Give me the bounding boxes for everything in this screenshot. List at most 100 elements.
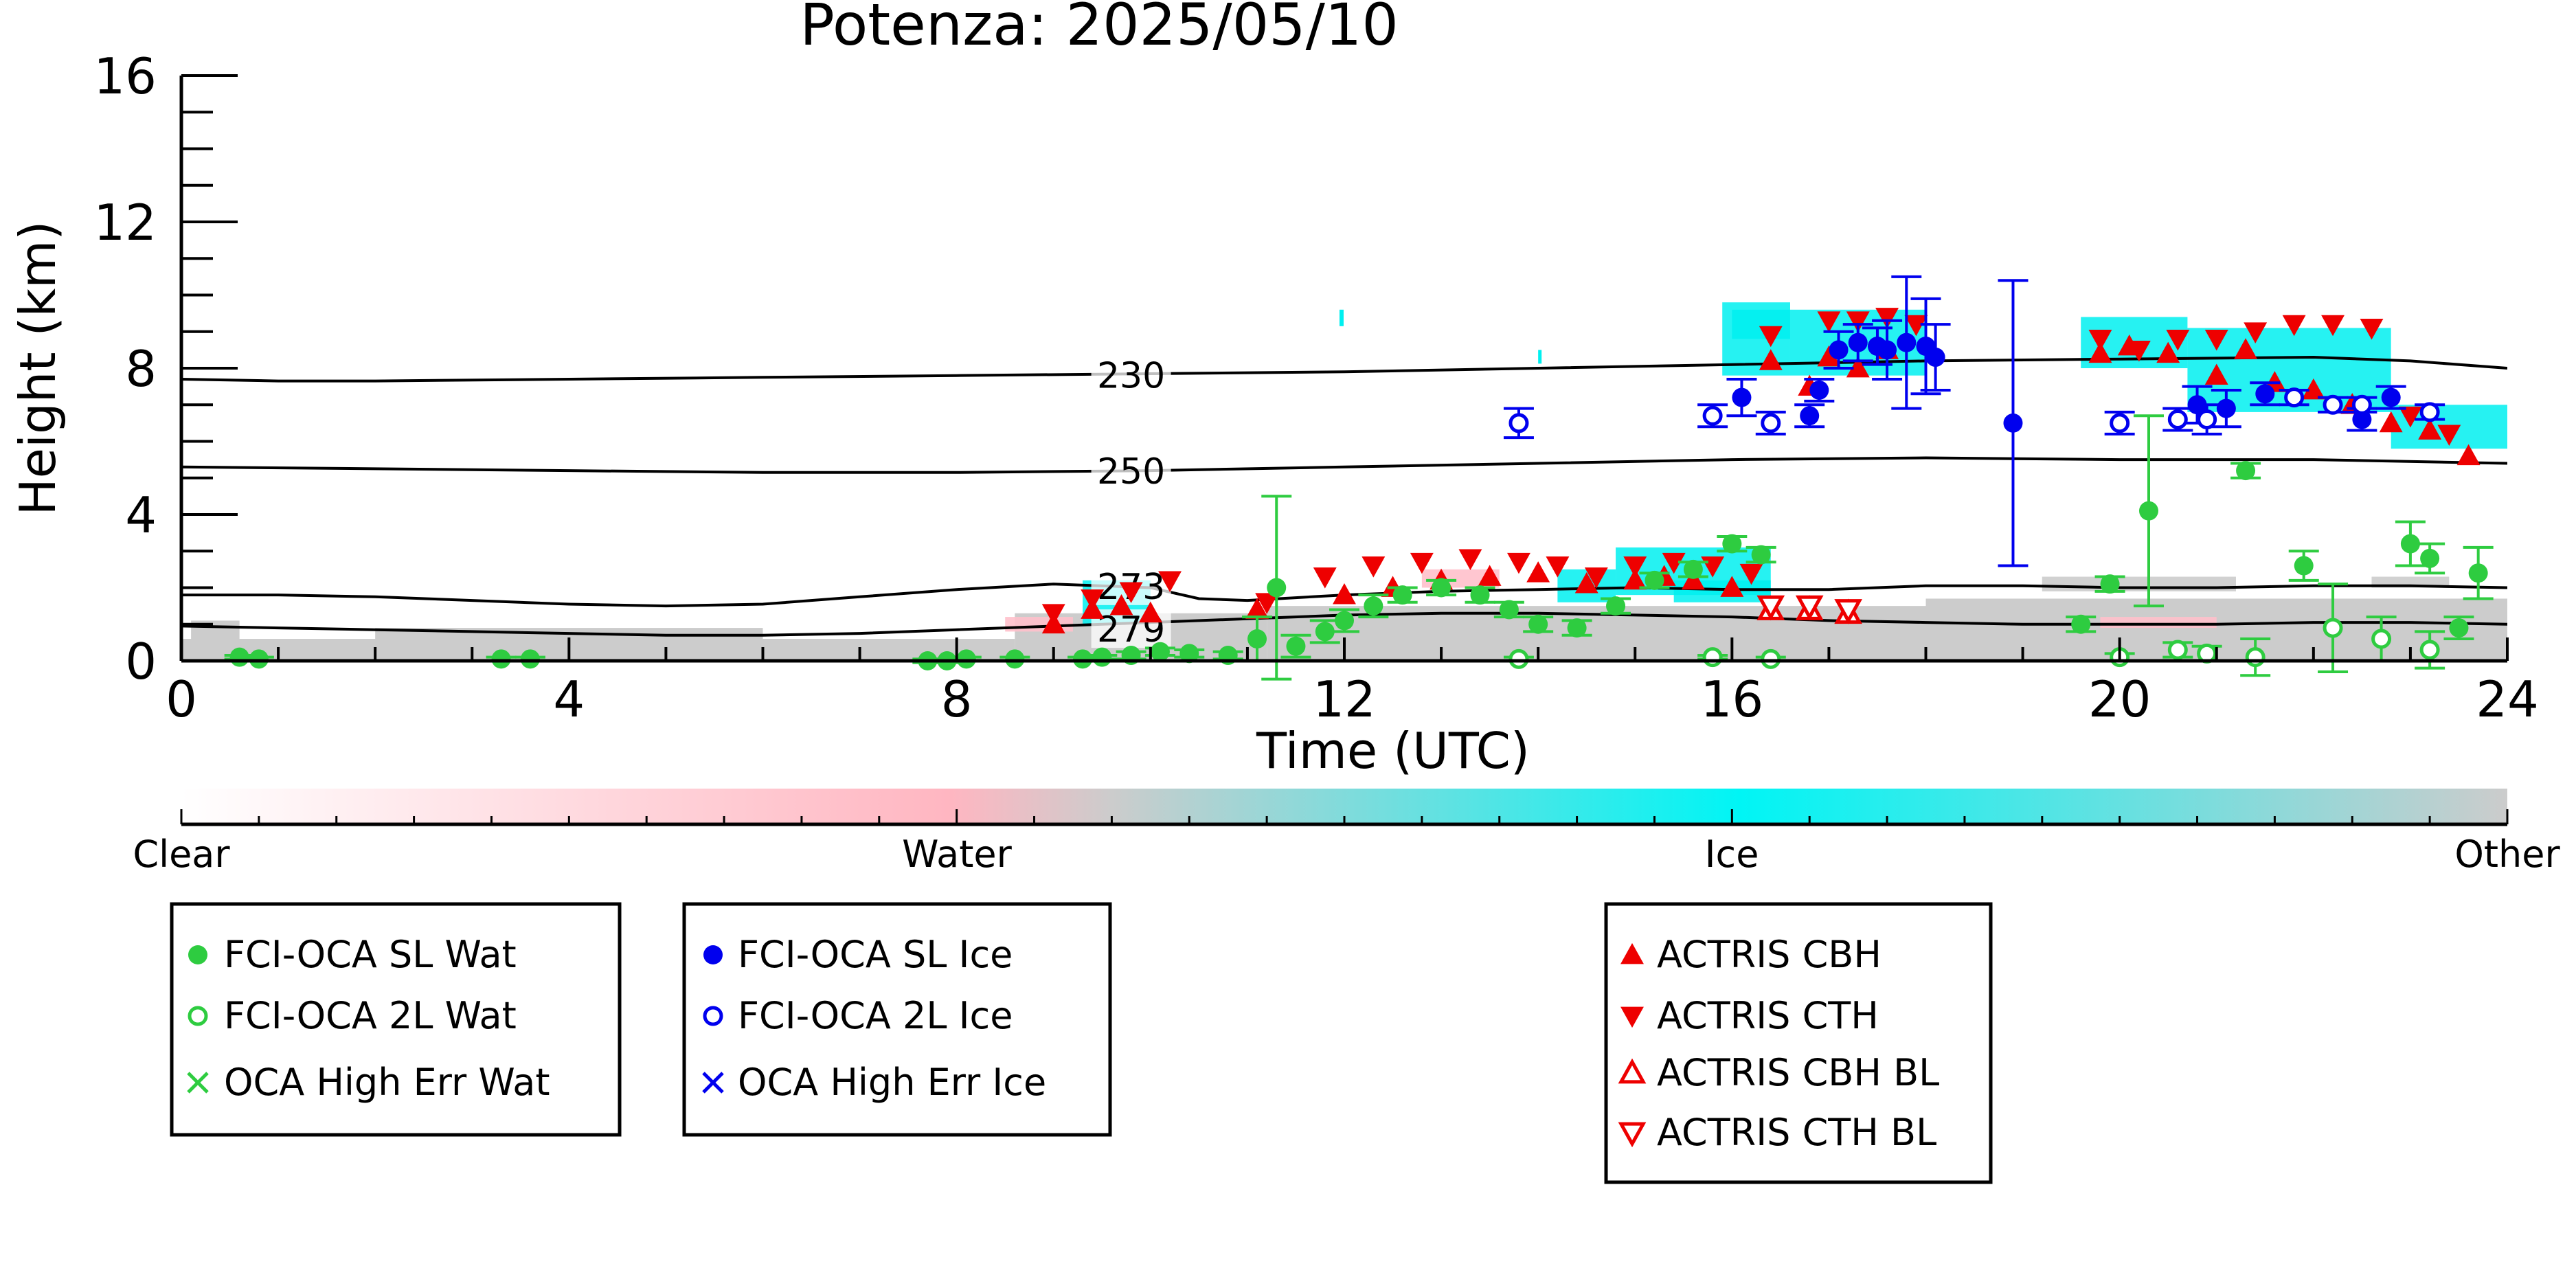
data-point: [2255, 384, 2275, 404]
isotherm-label: 230: [1097, 356, 1165, 397]
legend-markers: [187, 942, 1647, 1148]
data-point: [2449, 618, 2469, 638]
curtain-patch: [1538, 350, 1542, 364]
data-point: [1702, 405, 1723, 426]
data-point: [2245, 647, 2266, 668]
legend-label: ACTRIS CBH BL: [1657, 1051, 1939, 1094]
data-point: [1795, 595, 1824, 621]
data-point: [520, 649, 540, 669]
colorbar: Clear Water Ice Other: [133, 789, 2560, 876]
data-point: [1761, 413, 1781, 433]
data-point: [2351, 394, 2372, 415]
data-point: [2234, 338, 2258, 359]
data-point: [1848, 332, 1868, 352]
data-point: [2371, 629, 2392, 649]
x-tick-label: 24: [2476, 670, 2539, 728]
data-point: [1507, 552, 1530, 574]
data-point: [1817, 311, 1841, 332]
legend-marker: [1618, 1122, 1647, 1148]
y-axis-label: Height (km): [9, 221, 67, 516]
data-point: [2398, 406, 2422, 428]
legend-box: [1604, 902, 1993, 1184]
isotherm-label: 250: [1097, 451, 1165, 493]
data-point: [2156, 341, 2180, 363]
y-tick-label: 0: [125, 633, 157, 690]
data-point: [1623, 556, 1647, 578]
legend-label: FCI-OCA SL Wat: [224, 933, 517, 976]
data-point: [1681, 568, 1705, 590]
series-fci-oca-sl-ice: [1726, 275, 2406, 567]
data-point: [1081, 589, 1105, 611]
data-marks: [224, 275, 2494, 681]
colorbar-ticks: [180, 809, 2509, 824]
legend-marker: [188, 945, 207, 964]
data-point: [1509, 413, 1529, 433]
data-point: [1247, 629, 1267, 649]
data-point: [2216, 398, 2236, 418]
legend-label: FCI-OCA 2L Wat: [224, 994, 517, 1037]
legend-marker: [1618, 1058, 1647, 1084]
data-point: [1877, 340, 1897, 360]
data-point: [249, 649, 269, 669]
data-point: [1732, 387, 1752, 407]
data-point: [2127, 340, 2151, 362]
isotherm-line: [181, 456, 2507, 474]
data-point: [1925, 348, 1945, 368]
data-point: [2003, 413, 2023, 433]
data-point: [2088, 341, 2112, 363]
legend-marker: [703, 1006, 723, 1026]
data-point: [2437, 425, 2461, 446]
data-point: [1722, 534, 1742, 554]
legend-label: ACTRIS CBH: [1657, 933, 1882, 976]
data-point: [2244, 322, 2268, 343]
legend-marker: [703, 945, 723, 964]
data-point: [2400, 534, 2420, 554]
data-point: [1158, 571, 1182, 592]
legend-label: ACTRIS CTH BL: [1657, 1111, 1936, 1154]
data-point: [2323, 618, 2343, 638]
legend-label: FCI-OCA SL Ice: [738, 933, 1013, 976]
data-point: [1335, 611, 1354, 631]
data-point: [2236, 461, 2256, 481]
data-point: [1499, 600, 1519, 620]
data-point: [1315, 622, 1335, 642]
y-tick-label: 4: [125, 486, 157, 544]
data-point: [1410, 552, 1434, 574]
data-point: [1759, 326, 1783, 348]
legend-marker: [187, 1072, 209, 1094]
series-actris-cth-bl: [1756, 595, 1862, 624]
legend-ice: FCI-OCA SL Ice FCI-OCA 2L Ice OCA High E…: [682, 902, 1112, 1137]
data-point: [1897, 332, 1917, 352]
data-point: [2321, 315, 2345, 337]
data-point: [1751, 545, 1771, 565]
colorbar-label-other: Other: [2454, 833, 2560, 876]
x-tick-label: 0: [166, 670, 197, 728]
data-point: [1267, 578, 1287, 598]
legend-marker: [188, 1006, 208, 1026]
data-point: [1392, 585, 1412, 605]
data-point: [1623, 568, 1647, 590]
data-point: [1584, 567, 1608, 589]
x-tick-label: 20: [2088, 670, 2151, 728]
data-point: [1800, 406, 1820, 426]
data-point: [2352, 409, 2372, 429]
colorbar-label-clear: Clear: [133, 833, 230, 876]
data-point: [1286, 636, 1306, 656]
series-fci-oca-sl-wat: [224, 414, 2494, 681]
data-point: [2071, 614, 2091, 634]
data-point: [1362, 556, 1386, 578]
y-tick-label: 16: [93, 47, 157, 105]
curtain-patch: [1732, 309, 1790, 339]
data-point: [1875, 308, 1899, 329]
data-point: [2167, 640, 2188, 660]
data-point: [2167, 409, 2188, 430]
x-tick-label: 16: [1701, 670, 1764, 728]
data-point: [2323, 394, 2343, 415]
data-point: [956, 649, 976, 669]
data-point: [1509, 648, 1529, 669]
legend-label: FCI-OCA 2L Ice: [738, 994, 1013, 1037]
data-point: [1526, 561, 1550, 583]
data-point: [1364, 596, 1383, 616]
x-tick-label: 8: [941, 670, 973, 728]
